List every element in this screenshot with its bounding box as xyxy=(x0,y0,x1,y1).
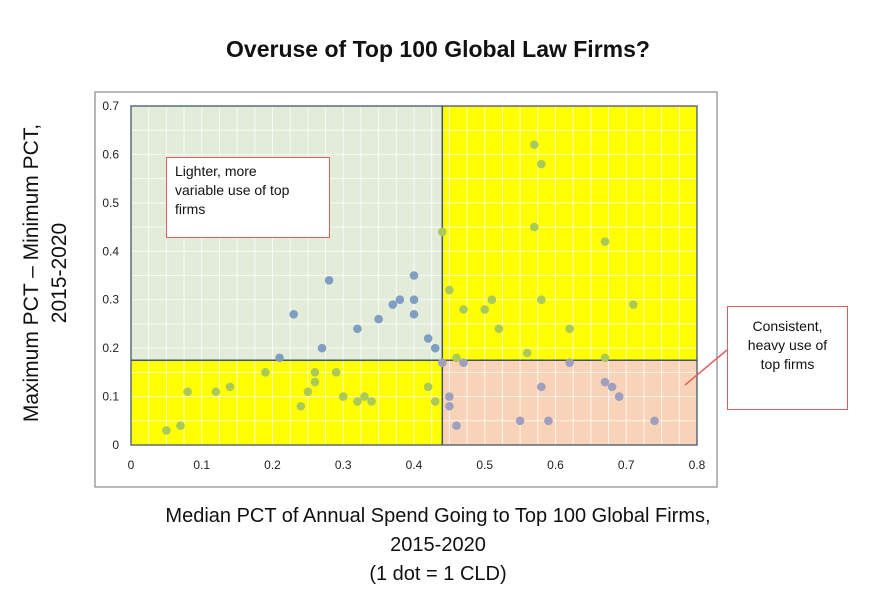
x-axis-title: Median PCT of Annual Spend Going to Top … xyxy=(0,502,876,589)
data-point xyxy=(600,353,610,363)
x-tick-label: 0.3 xyxy=(335,458,352,472)
data-point xyxy=(529,140,539,150)
annotation-line: top firms xyxy=(760,356,815,372)
data-point xyxy=(430,397,440,406)
annotation-connector xyxy=(684,349,728,386)
data-point xyxy=(409,295,419,305)
data-point xyxy=(537,295,546,305)
data-point xyxy=(452,353,461,363)
data-point xyxy=(423,382,433,392)
y-tick-label: 0.6 xyxy=(102,147,119,161)
y-tick-label: 0 xyxy=(112,438,119,452)
x-tick-label: 0.1 xyxy=(193,458,210,472)
x-tick-label: 0.6 xyxy=(547,458,564,472)
data-point xyxy=(395,295,405,305)
data-point xyxy=(494,324,504,334)
data-point xyxy=(261,368,270,377)
data-point xyxy=(544,416,553,426)
data-point xyxy=(629,300,638,309)
quadrant-upper-right xyxy=(442,106,697,361)
x-axis-title-line: (1 dot = 1 CLD) xyxy=(369,563,507,585)
y-axis-title-line: 2015-2020 xyxy=(48,222,71,324)
data-point xyxy=(388,300,398,309)
annotation-line: Consistent, xyxy=(752,318,823,334)
data-point xyxy=(324,276,334,285)
data-point xyxy=(353,397,362,406)
data-point xyxy=(600,377,610,387)
data-point xyxy=(650,416,659,426)
data-point xyxy=(515,416,525,426)
data-point xyxy=(614,392,624,401)
data-point xyxy=(480,305,490,314)
data-point xyxy=(275,353,284,363)
data-point xyxy=(310,368,320,377)
data-point xyxy=(445,285,454,295)
data-point xyxy=(310,377,320,387)
data-point xyxy=(459,305,468,314)
data-point xyxy=(423,334,433,343)
data-point xyxy=(537,159,546,169)
data-point xyxy=(176,421,185,430)
data-point xyxy=(303,387,313,397)
data-point xyxy=(211,387,221,397)
x-tick-label: 0.4 xyxy=(406,458,423,472)
data-point xyxy=(317,343,327,353)
annotation-light-variable-use: Lighter, more variable use of top firms xyxy=(166,157,330,238)
x-tick-label: 0.2 xyxy=(264,458,281,472)
x-axis-title-line: 2015-2020 xyxy=(390,534,486,556)
data-point xyxy=(289,309,299,319)
x-tick-label: 0 xyxy=(128,458,135,472)
data-point xyxy=(445,392,454,401)
data-point xyxy=(487,295,497,305)
data-point xyxy=(565,358,574,367)
data-point xyxy=(600,237,610,246)
data-point xyxy=(607,382,617,392)
plot-border xyxy=(130,105,698,446)
data-point xyxy=(331,368,341,377)
quadrant-lower-right xyxy=(442,360,697,445)
annotation-heavy-consistent-use: Consistent, heavy use of top firms xyxy=(727,306,848,410)
x-tick-label: 0.8 xyxy=(689,458,706,472)
data-point xyxy=(438,227,447,237)
x-tick-label: 0.5 xyxy=(476,458,493,472)
y-tick-label: 0.7 xyxy=(102,99,119,113)
data-point xyxy=(430,343,440,353)
annotation-line: Lighter, more xyxy=(175,163,257,179)
x-axis-title-line: Median PCT of Annual Spend Going to Top … xyxy=(165,505,711,527)
data-point xyxy=(296,401,306,411)
y-tick-label: 0.2 xyxy=(102,341,119,355)
data-point xyxy=(452,421,461,430)
y-tick-label: 0.4 xyxy=(102,244,119,258)
data-point xyxy=(183,387,192,397)
y-tick-label: 0.5 xyxy=(102,196,119,210)
data-point xyxy=(225,382,235,392)
data-point xyxy=(522,348,532,358)
y-axis-title-line: Maximum PCT – Minimum PCT, xyxy=(20,123,43,423)
data-point xyxy=(409,309,419,319)
data-point xyxy=(367,397,376,406)
data-point xyxy=(537,382,546,392)
data-point xyxy=(409,271,419,280)
data-point xyxy=(338,392,348,401)
y-tick-label: 0.1 xyxy=(102,390,119,404)
data-point xyxy=(529,222,539,232)
quadrant-lower-left xyxy=(131,360,443,445)
data-point xyxy=(162,426,171,435)
data-point xyxy=(459,358,468,367)
annotation-line: heavy use of xyxy=(747,337,828,353)
x-tick-label: 0.7 xyxy=(618,458,635,472)
data-point xyxy=(353,324,362,334)
data-point xyxy=(445,401,454,411)
y-tick-label: 0.3 xyxy=(102,293,119,307)
data-point xyxy=(374,314,383,324)
annotation-line: variable use of top xyxy=(175,182,290,198)
data-point xyxy=(360,392,369,401)
data-point xyxy=(565,324,574,334)
annotation-line: firms xyxy=(175,201,206,217)
data-point xyxy=(438,358,447,367)
chart-title: Overuse of Top 100 Global Law Firms? xyxy=(226,36,650,62)
